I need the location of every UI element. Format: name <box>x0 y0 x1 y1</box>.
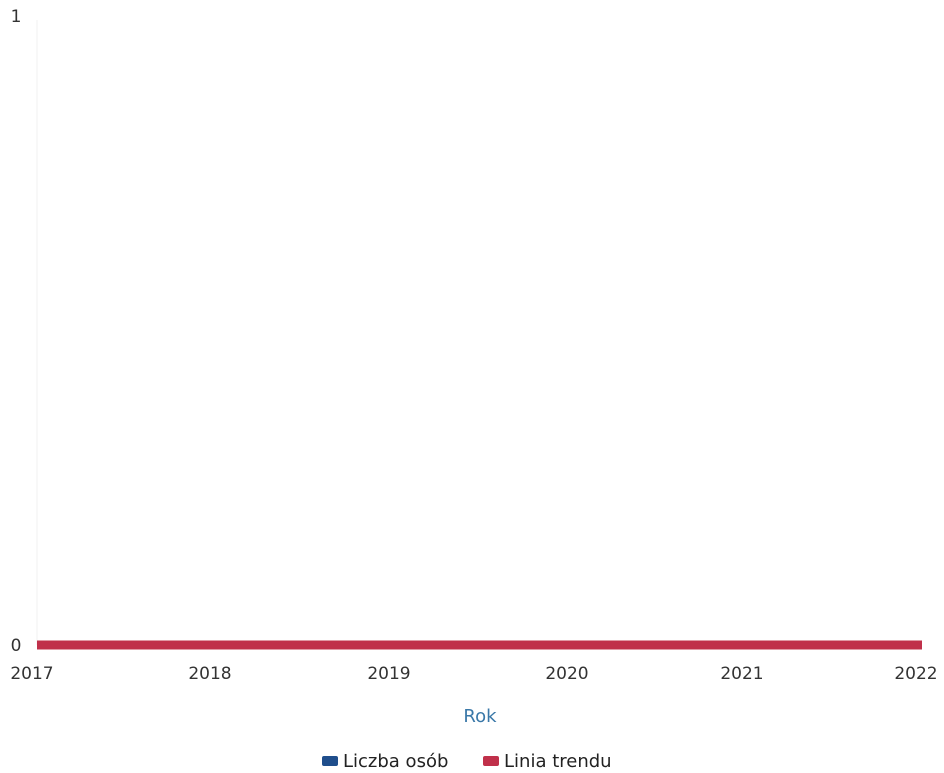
x-axis-title: Rok <box>463 706 497 727</box>
legend: Liczba osób Linia trendu <box>322 751 612 772</box>
legend-swatch-liczba-osob <box>322 756 338 766</box>
x-tick-label-2020: 2020 <box>545 664 588 684</box>
legend-label-liczba-osob: Liczba osób <box>343 751 448 772</box>
x-tick-label-2019: 2019 <box>367 664 410 684</box>
x-tick-label-2022: 2022 <box>894 664 937 684</box>
legend-item-linia-trendu[interactable]: Linia trendu <box>483 751 612 772</box>
x-tick-label-2017: 2017 <box>10 664 53 684</box>
y-tick-label-0: 0 <box>11 636 22 656</box>
x-tick-label-2021: 2021 <box>720 664 763 684</box>
legend-swatch-linia-trendu <box>483 756 499 766</box>
legend-item-liczba-osob[interactable]: Liczba osób <box>322 751 448 772</box>
x-tick-label-2018: 2018 <box>188 664 231 684</box>
y-tick-label-1: 1 <box>11 7 22 27</box>
legend-label-linia-trendu: Linia trendu <box>504 751 612 772</box>
